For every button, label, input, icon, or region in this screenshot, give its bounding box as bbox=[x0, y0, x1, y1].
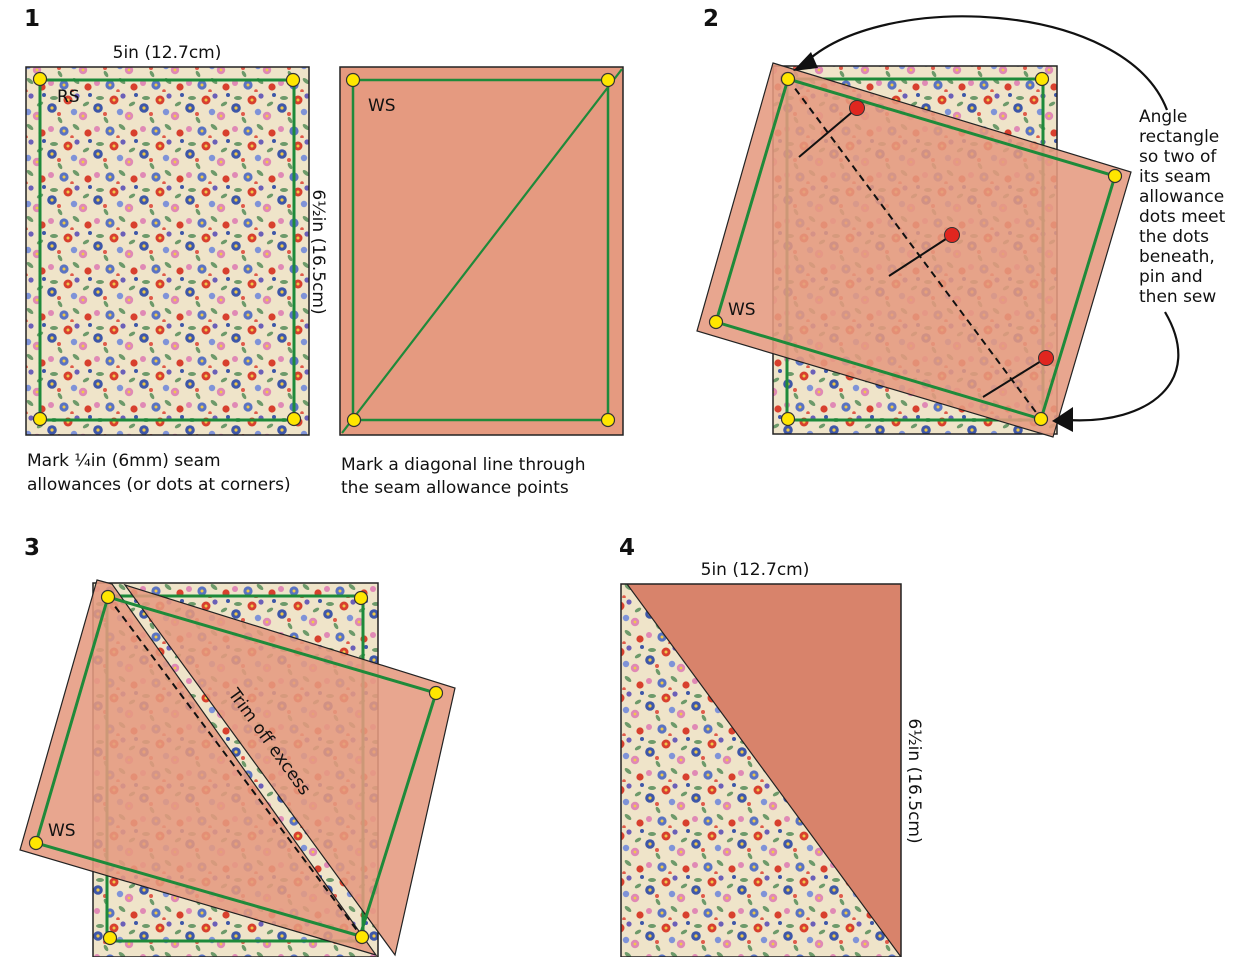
ws-label: WS bbox=[48, 821, 76, 841]
arrow-head-bottom bbox=[1052, 407, 1073, 432]
note-line: its seam bbox=[1139, 167, 1211, 187]
corner-dot bbox=[32, 71, 48, 87]
caption-2-line-1: Mark a diagonal line through bbox=[341, 455, 585, 475]
sew-line bbox=[787, 78, 1042, 420]
corner-dot bbox=[600, 412, 616, 428]
seam-allowance-outline bbox=[351, 78, 610, 422]
pin-head bbox=[1038, 350, 1054, 366]
corner-dot bbox=[346, 412, 362, 428]
note-line: so two of bbox=[1139, 147, 1217, 167]
corner-dot bbox=[345, 72, 361, 88]
step-4-number: 4 bbox=[619, 535, 635, 561]
height-label: 6½in (16.5cm) bbox=[904, 718, 924, 843]
caption-2-line-2: the seam allowance points bbox=[341, 478, 569, 498]
finished-half-rectangle-triangle bbox=[620, 583, 902, 957]
corner-dot bbox=[32, 411, 48, 427]
sewn-triangles bbox=[19, 579, 456, 957]
note-line: Angle bbox=[1139, 107, 1187, 127]
note-line: pin and bbox=[1139, 267, 1203, 287]
ws-label: WS bbox=[368, 96, 396, 116]
seam-allowance-outline bbox=[38, 78, 296, 422]
arrow-head-top bbox=[793, 52, 818, 71]
note-line: rectangle bbox=[1139, 127, 1219, 147]
caption-1-line-2: allowances (or dots at corners) bbox=[27, 475, 291, 495]
diagonal-line bbox=[341, 68, 623, 434]
pins bbox=[798, 100, 1054, 398]
width-label: 5in (12.7cm) bbox=[113, 43, 222, 63]
pin-head bbox=[944, 227, 960, 243]
instruction-note: Angle rectangle so two of its seam allow… bbox=[1139, 107, 1226, 307]
height-label: 6½in (16.5cm) bbox=[308, 189, 328, 314]
ws-label: WS bbox=[728, 300, 756, 320]
note-line: allowance bbox=[1139, 187, 1224, 207]
step-3-number: 3 bbox=[24, 535, 40, 561]
caption-1-line-1: Mark ¼in (6mm) seam bbox=[27, 451, 221, 471]
fabric-rectangle-rs bbox=[25, 66, 310, 436]
note-line: then sew bbox=[1139, 287, 1216, 307]
rs-label: RS bbox=[57, 87, 80, 107]
note-line: the dots bbox=[1139, 227, 1209, 247]
corner-dot bbox=[600, 72, 616, 88]
pin-head bbox=[849, 100, 865, 116]
step-2-number: 2 bbox=[703, 6, 719, 32]
width-label: 5in (12.7cm) bbox=[701, 560, 810, 580]
curved-arrows bbox=[803, 15, 1180, 422]
step-1-number: 1 bbox=[24, 6, 40, 32]
note-line: beneath, bbox=[1139, 247, 1215, 267]
corner-dot bbox=[285, 72, 301, 88]
sew-line bbox=[107, 596, 363, 938]
angled-ws-rectangle bbox=[696, 62, 1132, 438]
fabric-rectangle-ws bbox=[339, 66, 624, 436]
corner-dot bbox=[286, 411, 302, 427]
note-line: dots meet bbox=[1139, 207, 1226, 227]
